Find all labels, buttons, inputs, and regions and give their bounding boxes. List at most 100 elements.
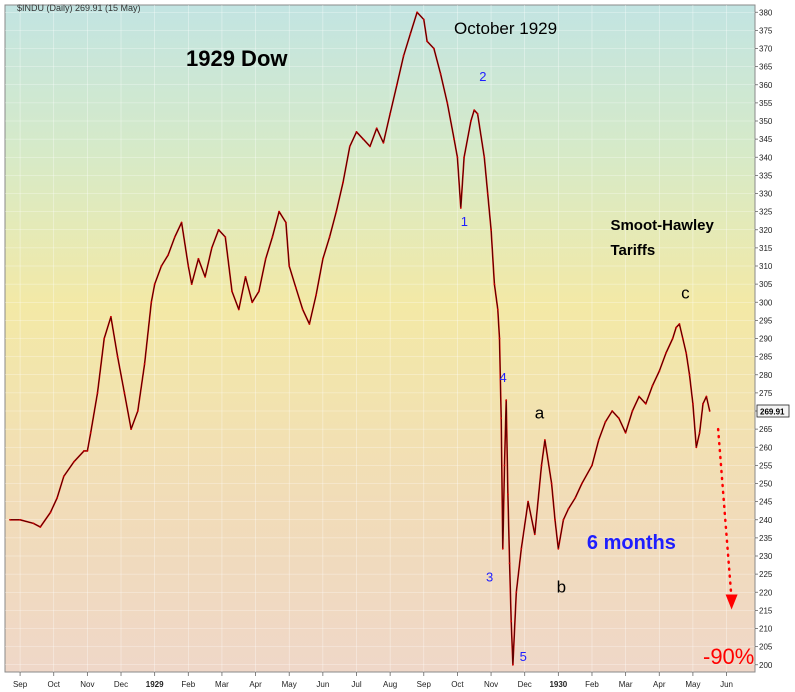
data-point [153, 283, 156, 285]
data-point [456, 156, 459, 159]
y-tick-label: 275 [759, 389, 773, 398]
x-tick-label: Oct [48, 680, 61, 689]
data-point [369, 145, 371, 148]
x-axis: Sep Oct Nov Dec 1929 Feb Mar Apr May Jun Jul Aug Sep… [13, 672, 733, 689]
data-point [237, 308, 240, 311]
data-point [258, 290, 260, 293]
data-point [698, 431, 701, 434]
data-point [285, 221, 287, 224]
y-tick-label: 280 [759, 371, 773, 380]
annotation-label: c [681, 284, 690, 303]
data-point [688, 373, 691, 376]
annotation-label: Smoot-Hawley [610, 217, 714, 234]
y-tick-label: 210 [759, 625, 773, 634]
data-point [644, 402, 647, 405]
data-point [515, 591, 518, 594]
y-tick-label: 350 [759, 117, 773, 126]
data-point [631, 410, 634, 412]
data-point [173, 236, 176, 238]
y-tick-label: 345 [759, 135, 773, 144]
data-point [453, 138, 455, 141]
data-point [382, 141, 385, 144]
y-tick-label: 365 [759, 63, 773, 72]
annotation-label: Tariffs [610, 242, 655, 259]
data-point [295, 286, 297, 289]
y-tick-label: 330 [759, 190, 773, 199]
data-point [540, 464, 543, 467]
data-point [520, 547, 523, 550]
y-tick-label: 305 [759, 280, 773, 289]
data-point [83, 450, 85, 452]
data-point [681, 337, 684, 340]
x-tick-label: Aug [383, 680, 397, 689]
y-tick-label: 325 [759, 208, 773, 217]
projection-arrow-head [725, 594, 738, 610]
data-point [130, 428, 133, 430]
data-point [533, 533, 536, 536]
y-tick-label: 250 [759, 480, 773, 489]
series-line-shadow [10, 12, 710, 666]
projection-arrow-line [716, 427, 733, 601]
x-tick-label: Dec [518, 680, 532, 689]
data-point [56, 497, 58, 499]
data-point [486, 192, 489, 195]
x-tick-label: Oct [451, 680, 464, 689]
data-point [498, 337, 501, 340]
data-point [503, 464, 506, 467]
grid [5, 5, 755, 672]
data-point [110, 315, 112, 318]
data-point [562, 518, 565, 521]
data-point [476, 112, 479, 115]
y-tick-label: 285 [759, 353, 773, 362]
y-tick-label: 245 [759, 498, 773, 507]
data-point [123, 392, 126, 394]
annotation-label: 1 [461, 214, 468, 229]
data-point [204, 276, 207, 278]
y-tick-label: 215 [759, 606, 773, 615]
x-tick-label: Mar [215, 680, 229, 689]
data-point [508, 562, 511, 565]
x-tick-label: Sep [417, 680, 432, 689]
data-point [426, 40, 428, 43]
data-point [187, 265, 190, 267]
annotation-label: 2 [479, 69, 486, 84]
data-point [550, 482, 553, 485]
data-point [658, 370, 661, 372]
data-point [278, 210, 280, 213]
data-point [651, 384, 654, 387]
data-point [86, 450, 89, 452]
data-point [470, 120, 472, 122]
y-tick-label: 200 [759, 661, 773, 670]
data-point [463, 156, 465, 159]
chart-header: $INDU (Daily) 269.91 (15 May) [17, 3, 141, 13]
data-point [62, 475, 65, 478]
last-value-box [756, 404, 790, 418]
y-tick-label: 205 [759, 643, 773, 652]
annotation-label: 3 [486, 569, 493, 584]
data-point [244, 276, 247, 278]
data-point [473, 109, 476, 111]
data-point [510, 620, 513, 623]
y-tick-label: 290 [759, 335, 773, 344]
annotation-label: 4 [499, 370, 506, 385]
data-point [322, 257, 324, 260]
data-point [103, 337, 106, 340]
data-point [409, 33, 412, 35]
y-tick-label: 355 [759, 99, 773, 108]
data-point [89, 431, 92, 434]
data-point [136, 410, 139, 412]
data-point [500, 417, 503, 420]
data-point [708, 410, 711, 412]
data-point [389, 112, 391, 115]
data-point [264, 257, 267, 260]
data-point [493, 283, 496, 285]
projection-label: -90% [703, 644, 754, 669]
data-point [167, 254, 170, 256]
y-tick-label: 255 [759, 461, 773, 470]
y-tick-label: 225 [759, 570, 773, 579]
data-point [692, 402, 694, 405]
data-point [507, 493, 509, 496]
data-point [416, 11, 418, 14]
data-point [512, 663, 514, 666]
x-tick-label: Mar [619, 680, 633, 689]
